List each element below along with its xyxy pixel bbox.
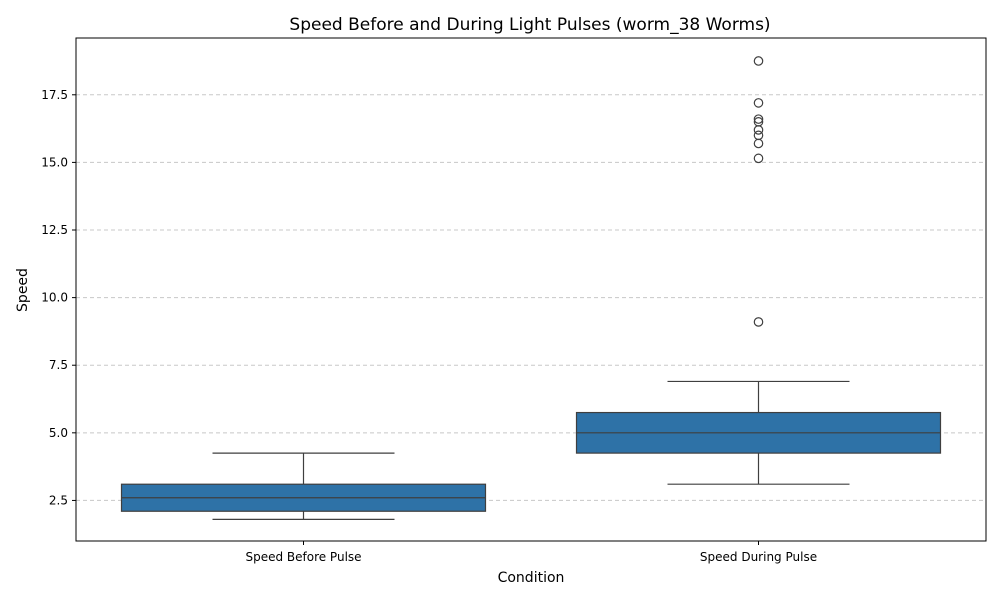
y-tick-label: 15.0 xyxy=(41,155,68,169)
plot-frame xyxy=(76,38,986,541)
outlier-point xyxy=(754,57,762,65)
x-axis-title: Condition xyxy=(498,570,565,586)
outlier-point xyxy=(754,126,762,134)
y-tick-label: 12.5 xyxy=(41,223,68,237)
x-tick-label: Speed Before Pulse xyxy=(245,550,361,564)
outlier-point xyxy=(754,139,762,147)
y-axis: 2.5 5.0 7.5 10.0 12.5 15.0 17.5 xyxy=(41,88,76,508)
chart-title: Speed Before and During Light Pulses (wo… xyxy=(289,15,770,35)
y-tick-label: 2.5 xyxy=(49,493,68,507)
box-group xyxy=(577,57,941,484)
y-tick-label: 10.0 xyxy=(41,291,68,305)
outlier-point xyxy=(754,154,762,162)
y-tick-label: 5.0 xyxy=(49,426,68,440)
outlier-point xyxy=(754,318,762,326)
y-tick-label: 7.5 xyxy=(49,358,68,372)
boxes xyxy=(122,57,941,520)
box-group xyxy=(122,453,486,519)
x-axis: Speed Before Pulse Speed During Pulse xyxy=(245,541,817,564)
y-tick-label: 17.5 xyxy=(41,88,68,102)
y-axis-title: Speed xyxy=(15,268,31,312)
x-tick-label: Speed During Pulse xyxy=(700,550,817,564)
outlier-point xyxy=(754,99,762,107)
